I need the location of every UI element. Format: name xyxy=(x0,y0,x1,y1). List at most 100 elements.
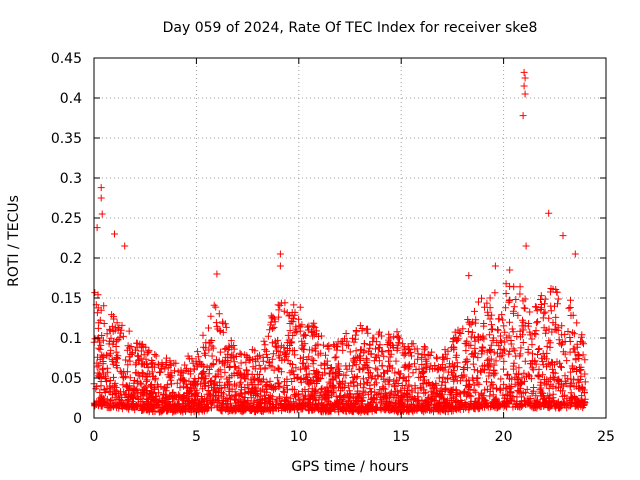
data-point xyxy=(147,390,155,398)
data-point xyxy=(551,369,559,377)
data-point xyxy=(535,373,543,381)
data-point xyxy=(422,403,430,411)
data-point xyxy=(373,404,381,412)
data-point xyxy=(479,332,487,340)
data-point xyxy=(570,345,578,353)
data-point xyxy=(389,344,397,351)
data-point xyxy=(368,395,375,403)
data-point xyxy=(497,337,504,345)
data-point xyxy=(305,353,313,361)
data-point xyxy=(276,393,284,401)
data-point xyxy=(270,366,278,374)
data-point xyxy=(573,366,580,373)
data-point xyxy=(208,342,216,350)
data-point xyxy=(506,296,514,304)
data-point xyxy=(271,318,279,326)
data-point xyxy=(515,364,523,372)
data-point xyxy=(431,389,439,397)
data-point xyxy=(116,367,124,375)
data-point xyxy=(268,393,276,401)
data-point xyxy=(388,398,396,406)
data-point xyxy=(186,403,194,411)
data-point xyxy=(210,379,218,387)
data-point xyxy=(123,346,131,354)
data-point xyxy=(567,368,575,376)
data-point xyxy=(394,332,402,340)
data-point xyxy=(515,387,523,395)
data-point xyxy=(504,395,512,403)
data-point xyxy=(127,343,135,350)
data-point xyxy=(276,301,284,309)
data-point xyxy=(223,375,231,383)
data-point xyxy=(356,390,364,398)
data-point xyxy=(566,304,574,311)
data-point xyxy=(286,369,294,377)
data-point xyxy=(470,386,478,394)
data-point xyxy=(555,401,563,409)
data-point xyxy=(241,374,248,382)
data-point xyxy=(392,357,400,365)
data-point xyxy=(301,386,309,394)
data-point xyxy=(276,348,284,356)
data-point xyxy=(501,328,509,336)
data-point xyxy=(237,359,245,367)
data-point xyxy=(519,297,527,305)
data-point xyxy=(167,369,175,377)
data-point xyxy=(106,327,114,335)
data-point xyxy=(378,362,386,370)
data-point xyxy=(575,397,583,405)
data-point xyxy=(142,382,150,390)
data-point xyxy=(404,403,411,411)
data-point xyxy=(470,366,478,374)
data-point xyxy=(261,365,269,373)
data-point xyxy=(515,370,523,378)
data-point xyxy=(318,371,326,379)
data-point xyxy=(372,364,380,372)
data-point xyxy=(502,391,510,399)
data-point xyxy=(328,364,335,371)
data-point xyxy=(486,315,494,323)
data-point xyxy=(164,364,172,372)
data-point xyxy=(497,375,505,383)
data-point xyxy=(382,406,390,414)
data-point xyxy=(225,387,233,395)
data-point xyxy=(442,384,450,392)
x-tick-label: 10 xyxy=(290,429,308,445)
data-point xyxy=(459,325,467,333)
data-point xyxy=(221,383,229,391)
data-point xyxy=(526,360,534,368)
data-point xyxy=(92,385,100,393)
x-tick-label: 0 xyxy=(90,429,99,445)
data-point xyxy=(288,309,296,316)
data-point-peak xyxy=(93,224,101,232)
data-point xyxy=(510,303,518,311)
data-point xyxy=(457,330,465,337)
data-point xyxy=(266,362,274,370)
data-point xyxy=(409,369,417,377)
data-point xyxy=(99,365,107,373)
data-point xyxy=(249,385,257,393)
data-point xyxy=(366,385,374,393)
data-point xyxy=(471,397,479,405)
data-point xyxy=(357,346,364,354)
data-point xyxy=(539,350,547,358)
data-point xyxy=(511,373,519,381)
data-point-peak xyxy=(97,184,105,192)
y-tick-label: 0 xyxy=(73,411,82,427)
data-point xyxy=(397,399,405,407)
data-point xyxy=(338,397,346,405)
data-point xyxy=(489,391,497,399)
data-point xyxy=(347,404,354,412)
data-point xyxy=(487,348,495,356)
data-point xyxy=(514,386,522,394)
data-point xyxy=(256,403,264,411)
data-point xyxy=(518,322,526,330)
data-point xyxy=(551,302,558,310)
data-point xyxy=(237,378,245,386)
data-point xyxy=(182,402,190,410)
data-point xyxy=(289,318,297,326)
data-point xyxy=(181,361,189,369)
data-point xyxy=(422,355,430,363)
data-point xyxy=(421,376,428,384)
data-point xyxy=(220,390,227,398)
